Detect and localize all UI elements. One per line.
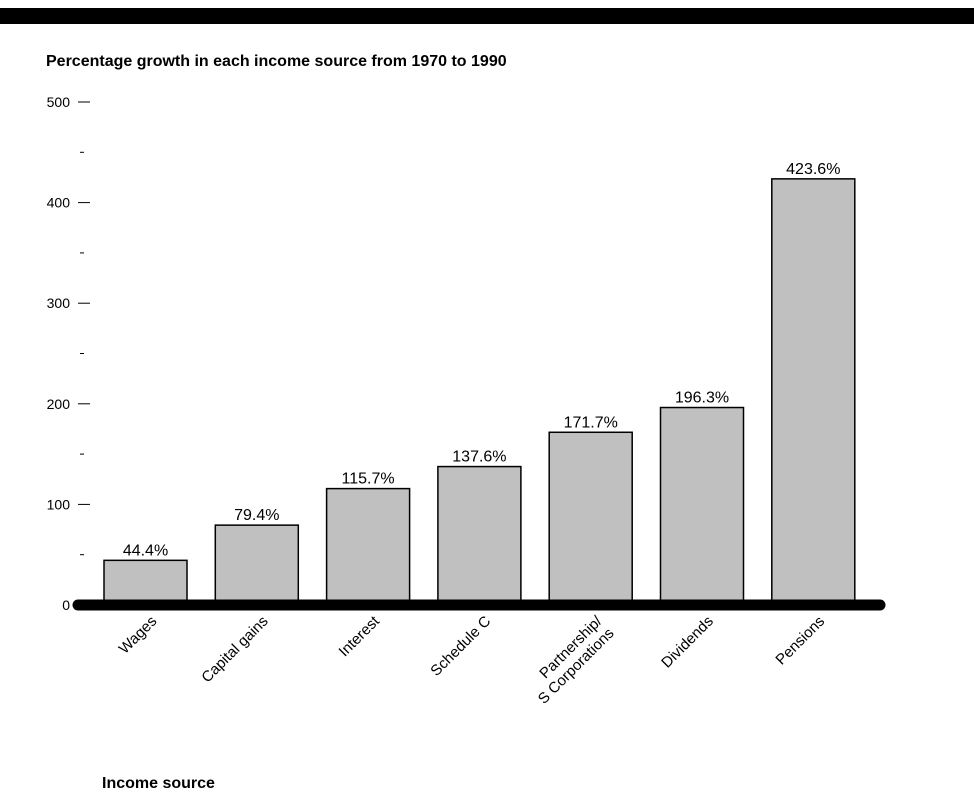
y-tick-label: 200 [47, 396, 71, 412]
x-category-label: Partnership/S Corporations [523, 612, 618, 707]
bar [548, 431, 633, 606]
bar-value-label: 423.6% [786, 161, 840, 178]
y-tick-label: 0 [62, 597, 70, 613]
bar-value-label: 196.3% [675, 390, 729, 407]
x-category-label: Capital gains [198, 613, 271, 686]
bar-value-label: 171.7% [564, 414, 618, 431]
bar-value-label: 115.7% [342, 471, 395, 488]
top-banner-bar [0, 8, 974, 24]
bar-value-label: 44.4% [123, 542, 168, 559]
bar [214, 524, 300, 606]
bar-value-label: 79.4% [234, 507, 279, 524]
bar [437, 465, 522, 606]
bar [325, 487, 411, 606]
bar-value-label: 137.6% [452, 449, 506, 466]
x-category-label: Wages [116, 613, 161, 658]
y-tick-label: 300 [47, 295, 71, 311]
y-tick-label: 400 [47, 195, 71, 211]
x-axis-label: Income source [102, 775, 215, 792]
bar [103, 559, 188, 606]
x-category-label: Schedule C [427, 613, 494, 680]
y-tick-label: 100 [47, 496, 71, 512]
x-category-label: Dividends [658, 613, 717, 672]
y-tick-label: 500 [47, 94, 71, 110]
bar [771, 178, 856, 606]
x-category-label: Pensions [772, 613, 828, 669]
x-category-label: Interest [336, 612, 384, 660]
chart-title: Percentage growth in each income source … [46, 53, 507, 70]
bar [659, 406, 745, 606]
